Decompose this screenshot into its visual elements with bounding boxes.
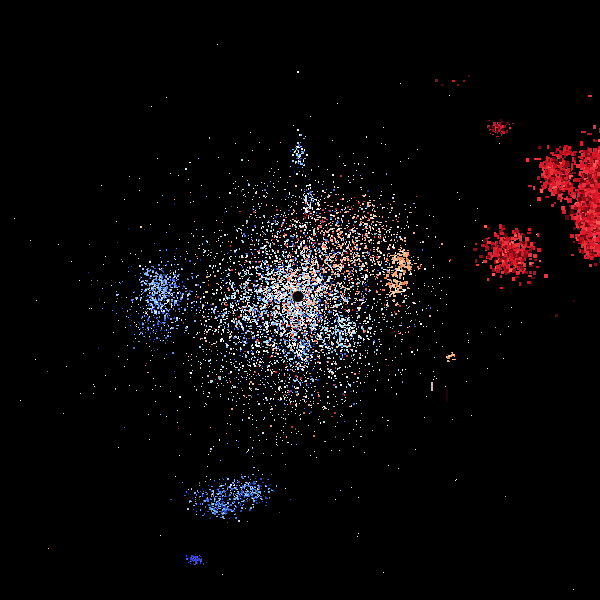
classification-scatter-map-canvas bbox=[0, 0, 600, 600]
screenshot-root bbox=[0, 0, 600, 600]
